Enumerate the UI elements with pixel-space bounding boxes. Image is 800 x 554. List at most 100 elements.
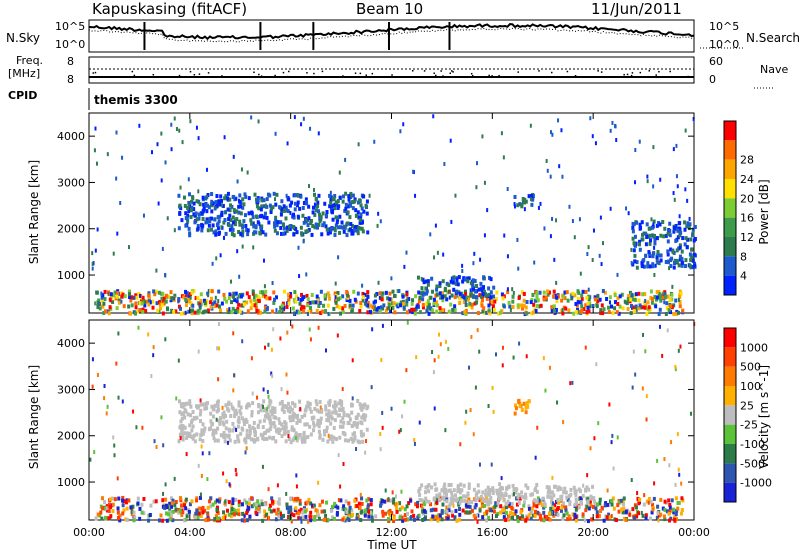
power-cell (186, 206, 190, 211)
velocity-cell (633, 515, 637, 520)
velocity-cell (302, 436, 306, 441)
power-cell (285, 228, 289, 233)
velocity-cell (610, 440, 613, 445)
power-cell (264, 289, 268, 294)
velocity-cell (422, 508, 426, 513)
power-cell (365, 199, 369, 204)
power-cell (454, 193, 457, 198)
power-cell (470, 293, 474, 298)
velocity-cell (313, 517, 317, 522)
power-cell (207, 293, 210, 298)
power-cell (236, 306, 240, 311)
power-cell (406, 310, 410, 315)
power-cell (184, 289, 188, 294)
velocity-cell (651, 507, 655, 512)
power-cell (463, 309, 467, 314)
power-cell (262, 215, 266, 220)
power-cell (473, 251, 476, 256)
velocity-cell (273, 406, 277, 411)
velocity-cell (229, 413, 233, 418)
freq-point (189, 70, 192, 73)
velocity-cell (189, 413, 193, 418)
velocity-cell (585, 485, 589, 490)
power-cell (295, 230, 299, 235)
velocity-cell (216, 438, 220, 443)
velocity-cell (247, 402, 251, 407)
freq-point (286, 75, 289, 78)
power-cell (230, 300, 234, 305)
velocity-cell (224, 498, 228, 503)
velocity-cell (484, 496, 488, 501)
velocity-cell (510, 501, 514, 506)
power-cell (416, 275, 420, 280)
power-cell (107, 311, 111, 316)
power-cell (202, 298, 206, 303)
power-cell (265, 296, 269, 301)
power-cell (659, 298, 663, 303)
velocity-cell (342, 413, 346, 418)
velocity-cell (191, 410, 195, 415)
power-cell (657, 290, 661, 295)
radar-title: Kapuskasing (fitACF) (92, 0, 248, 18)
velocity-cell (283, 420, 287, 425)
power-cell (512, 290, 515, 295)
velocity-cell (538, 516, 542, 521)
velocity-cell (418, 513, 421, 518)
velocity-colorbar-segment (724, 386, 736, 406)
power-cell (402, 305, 406, 310)
power-cell (241, 244, 244, 249)
power-cell (288, 224, 291, 229)
power-cell (141, 310, 145, 315)
velocity-cell (278, 427, 282, 432)
power-cell (620, 292, 624, 297)
power-cell (502, 155, 505, 160)
power-cell (319, 311, 323, 316)
velocity-cell (589, 446, 592, 451)
velocity-cell (181, 404, 185, 409)
power-cell (692, 117, 695, 122)
velocity-cell (341, 517, 345, 522)
power-cell (241, 197, 245, 202)
power-cell (239, 211, 243, 216)
velocity-cell (607, 512, 611, 517)
power-cell (680, 263, 684, 268)
power-cell (285, 225, 289, 230)
power-cell (578, 217, 581, 222)
velocity-cell (191, 424, 195, 429)
velocity-cell (360, 407, 364, 412)
power-cell (214, 206, 217, 211)
velocity-cell (400, 489, 403, 494)
nave-tick-bottom: 0 (709, 73, 716, 86)
velocity-colorbar-tick: 500 (740, 361, 761, 374)
velocity-cell (504, 517, 508, 522)
velocity-cell (272, 508, 276, 513)
power-cell (330, 210, 334, 215)
power-cell (678, 300, 682, 305)
power-cell (351, 200, 355, 205)
power-cell (427, 302, 431, 307)
power-cell (668, 298, 672, 303)
power-cell (143, 303, 147, 308)
power-cell (424, 279, 428, 284)
velocity-cell (555, 507, 559, 512)
power-cell (373, 139, 376, 144)
power-cell (220, 210, 224, 215)
velocity-cell (554, 508, 558, 513)
power-cell (121, 155, 124, 160)
velocity-cell (289, 496, 293, 501)
velocity-cell (282, 513, 286, 518)
power-cell (475, 283, 479, 288)
velocity-cell (192, 433, 196, 438)
power-cell (202, 202, 206, 207)
velocity-cell (459, 442, 462, 447)
velocity-cell (285, 491, 288, 496)
freq-point (470, 72, 473, 75)
velocity-colorbar-tick: 25 (740, 399, 754, 412)
power-cell (572, 311, 576, 316)
power-cell (287, 301, 291, 306)
velocity-cell (308, 515, 312, 520)
velocity-cell (635, 514, 639, 519)
velocity-cell (301, 515, 305, 520)
power-cell (196, 226, 200, 231)
velocity-cell (466, 492, 470, 497)
